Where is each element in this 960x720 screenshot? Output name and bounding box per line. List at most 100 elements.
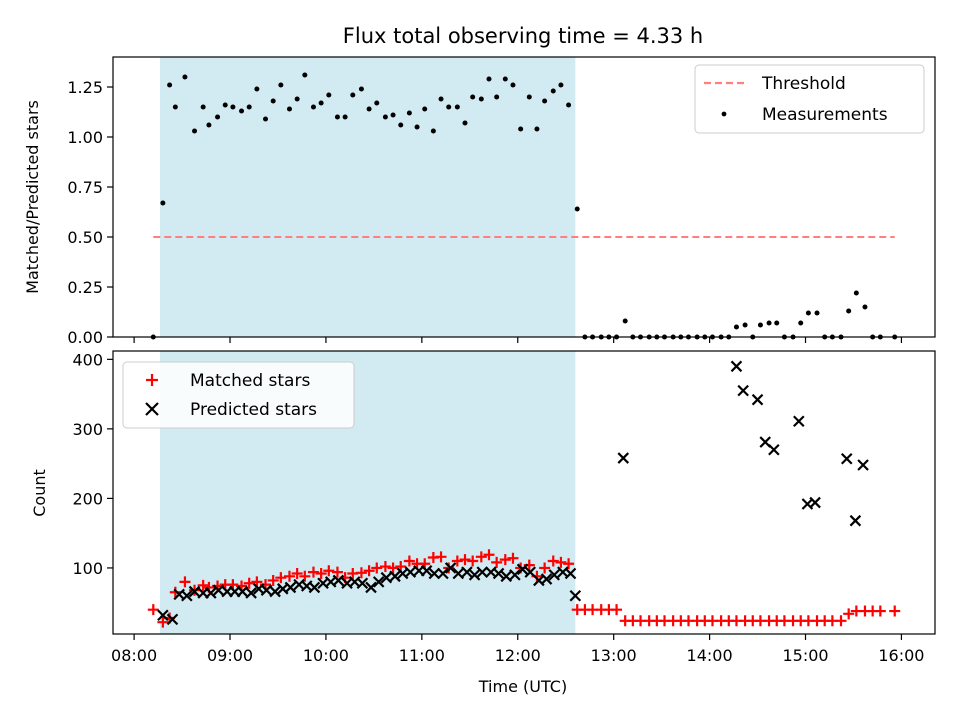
predicted-star-point (188, 585, 201, 598)
chart-title: Flux total observing time = 4.33 h (343, 24, 703, 48)
matched-star-point (483, 549, 495, 561)
ratio-x-axis-ticks (133, 337, 903, 343)
measurement-point (774, 320, 780, 326)
predicted-star-point (857, 459, 869, 471)
predicted-star-point (809, 496, 821, 509)
measurement-point (862, 304, 868, 310)
legend-matched-swatch (146, 374, 158, 386)
measurement-point (550, 88, 556, 94)
predicted-star-point (269, 585, 281, 598)
matched-star-point (275, 572, 287, 584)
x-axis-label: Time (UTC) (478, 677, 567, 696)
matched-star-point (157, 616, 169, 628)
measurement-point (382, 114, 388, 120)
predicted-star-point (516, 563, 529, 576)
matched-star-point (363, 565, 375, 577)
measurement-point (494, 94, 500, 100)
y-tick-label: 0.00 (67, 328, 103, 347)
x-tick-label: 15:00 (782, 646, 828, 665)
predicted-star-point (428, 567, 441, 580)
legend-measurements-swatch (721, 111, 727, 117)
measurement-point (215, 114, 221, 120)
measurement-point (398, 122, 404, 128)
measurement-point (263, 116, 269, 122)
predicted-star-point (444, 562, 457, 574)
matched-star-point (283, 570, 295, 582)
count-panel: 100 200 300 400 08:00 09:00 10:00 11:00 12:00 13… (30, 350, 936, 696)
predicted-star-point (461, 566, 473, 578)
measurement-point (390, 112, 396, 118)
ratio-y-label: Matched/Predicted stars (23, 100, 42, 294)
predicted-star-point (420, 564, 433, 577)
count-y-axis: 100 200 300 400 (72, 350, 113, 578)
x-tick-label: 12:00 (495, 646, 541, 665)
matched-star-point (291, 568, 303, 580)
predicted-star-point (569, 589, 582, 602)
x-tick-label: 13:00 (591, 646, 637, 665)
y-tick-label: 1.25 (67, 78, 103, 97)
legend-threshold-label: Threshold (761, 74, 846, 94)
measurement-point (470, 94, 476, 100)
measurement-point (254, 86, 260, 92)
ratio-y-axis: 0.00 0.25 0.50 0.75 1.00 1.25 (67, 78, 113, 347)
measurement-point (454, 104, 460, 110)
predicted-star-point (332, 574, 345, 587)
measurement-point (350, 92, 356, 98)
ratio-panel-frame (112, 56, 936, 338)
predicted-star-point (308, 581, 321, 594)
matched-star-point (355, 567, 367, 579)
predicted-star-point (356, 577, 369, 590)
measurement-point (526, 94, 532, 100)
matched-star-point (507, 552, 519, 564)
matched-star-point (197, 579, 209, 591)
predicted-star-point (468, 569, 481, 581)
predicted-star-point (540, 573, 553, 585)
predicted-star-point (245, 587, 257, 599)
measurement-point (406, 110, 412, 116)
matched-star-point (169, 586, 181, 598)
ratio-panel: 0.00 0.25 0.50 0.75 1.00 1.25 Matched/Predict… (23, 56, 936, 347)
count-legend: Matched stars Predicted stars (122, 361, 355, 429)
count-legend-box (122, 361, 355, 429)
count-points (147, 360, 901, 628)
count-x-axis: 08:00 09:00 10:00 11:00 12:00 13:00 14:00 15:00… (111, 634, 924, 665)
measurement-point (334, 114, 340, 120)
measurement-point (167, 82, 173, 88)
matched-star-point (874, 605, 886, 617)
predicted-star-point (524, 566, 537, 578)
y-tick-label: 0.75 (67, 178, 103, 197)
measurement-point (192, 128, 198, 134)
matched-star-point (491, 556, 503, 568)
measurement-point (462, 120, 468, 126)
measurement-point (733, 324, 739, 330)
predicted-star-point (509, 569, 521, 581)
legend-predicted-label: Predicted stars (190, 400, 317, 420)
ratio-legend: Threshold Measurements (694, 64, 925, 134)
matched-star-point (467, 555, 479, 567)
predicted-star-point (617, 452, 630, 464)
y-tick-label: 0.25 (67, 278, 103, 297)
predicted-star-point (476, 566, 489, 578)
measurement-point (200, 104, 206, 110)
x-tick-label: 08:00 (111, 646, 157, 665)
measurement-point (286, 106, 292, 112)
x-tick-label: 16:00 (878, 646, 924, 665)
matched-star-point (435, 551, 447, 563)
measurement-point (172, 104, 178, 110)
predicted-star-point (730, 360, 743, 373)
measurement-point (326, 92, 332, 98)
measurement-point (414, 124, 420, 130)
predicted-star-point (437, 567, 449, 580)
measurement-point (374, 100, 380, 106)
matched-star-point (451, 555, 463, 567)
x-tick-label: 09:00 (207, 646, 253, 665)
measurement-point (222, 102, 228, 108)
measurement-point (574, 206, 580, 212)
measurement-point (160, 200, 166, 206)
measurement-point (366, 106, 372, 112)
measurement-point (422, 106, 428, 112)
predicted-star-point (404, 566, 417, 578)
measurement-point (798, 320, 804, 326)
predicted-star-point (492, 567, 505, 580)
measurement-point (302, 72, 308, 78)
